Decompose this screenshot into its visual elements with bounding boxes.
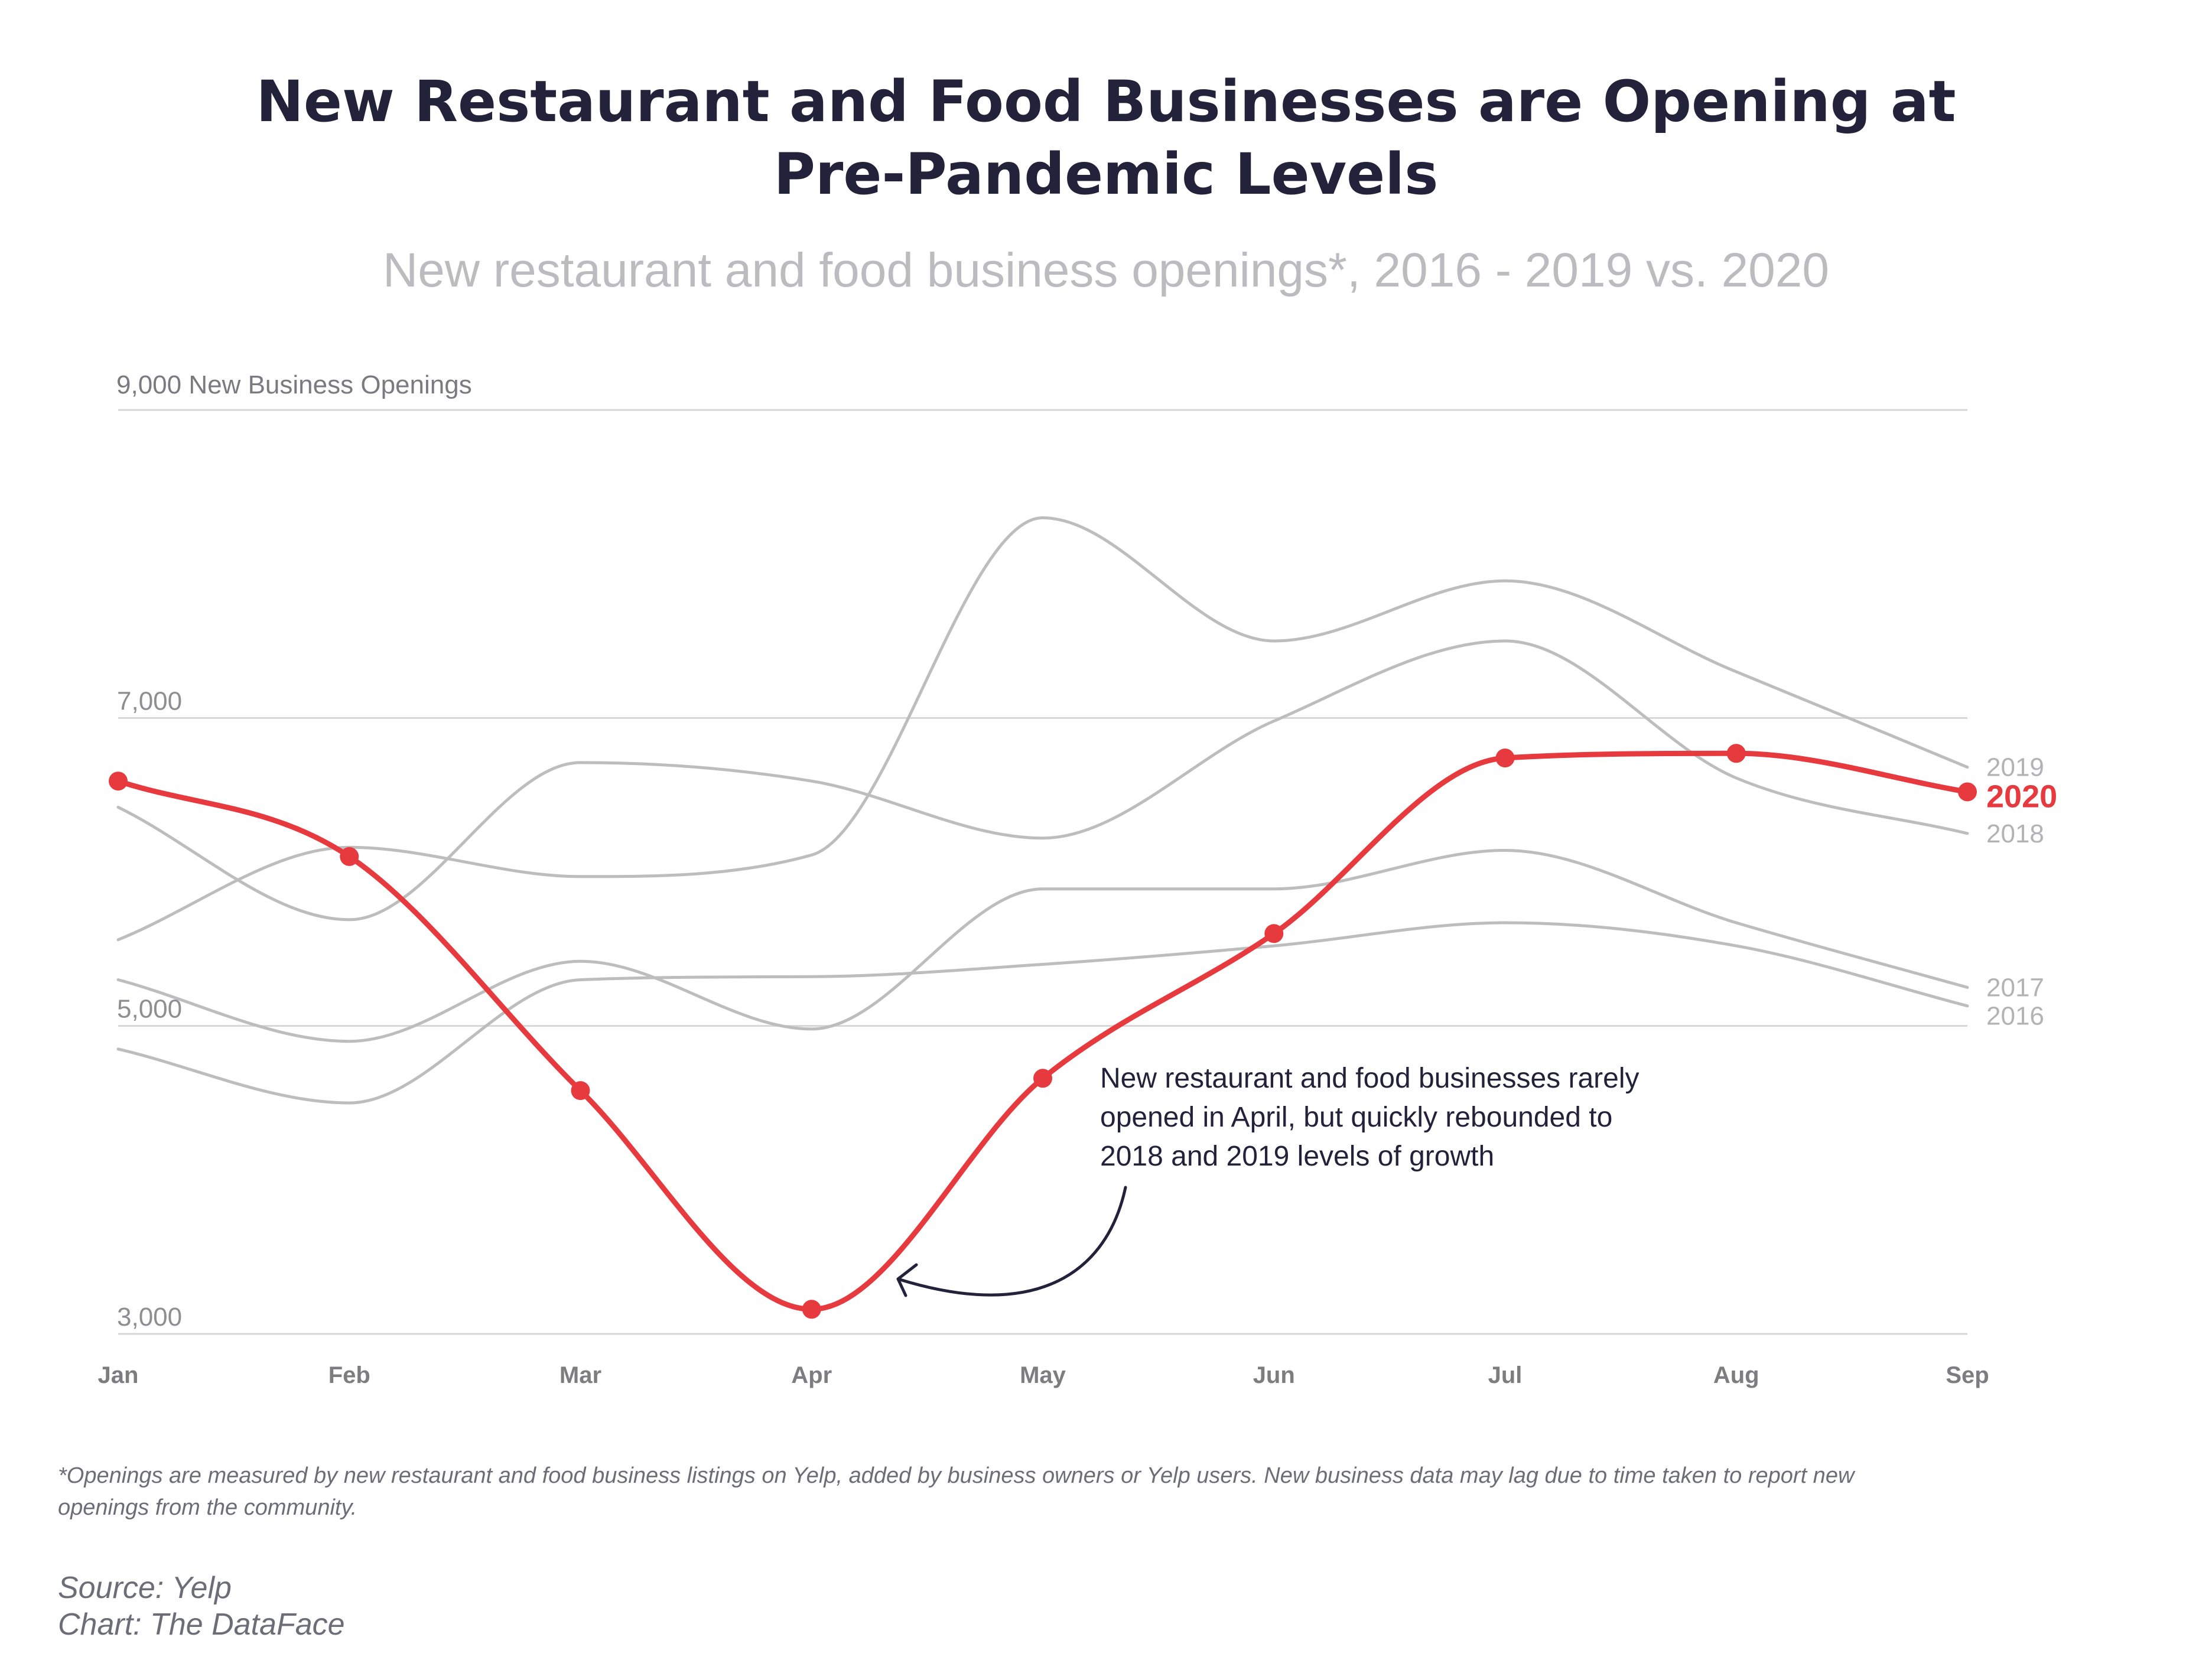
- annotation-line-1: New restaurant and food businesses rarel…: [1100, 1063, 1640, 1094]
- point-2020-mar: [571, 1081, 590, 1101]
- y-tick-label: 7,000: [117, 686, 182, 715]
- annotation-arrow-head: [896, 1263, 918, 1297]
- y-tick-label: 5,000: [117, 995, 182, 1024]
- series-label-2018: 2018: [1986, 819, 2044, 848]
- x-tick-label: Jun: [1253, 1362, 1295, 1388]
- source-line: Source: Yelp: [58, 1571, 232, 1605]
- x-tick-label: Aug: [1713, 1362, 1759, 1388]
- point-2020-aug: [1726, 744, 1746, 763]
- annotation-line-3: 2018 and 2019 levels of growth: [1100, 1141, 1494, 1172]
- series-line-2020: [115, 750, 1970, 1312]
- chart-subtitle: New restaurant and food business opening…: [383, 243, 1829, 297]
- x-tick-label: Feb: [328, 1362, 370, 1388]
- credit-line: Chart: The DataFace: [58, 1607, 345, 1642]
- series-label-2016: 2016: [1986, 1002, 2044, 1031]
- point-2020-jun: [1264, 924, 1284, 943]
- x-tick-label: May: [1020, 1362, 1066, 1388]
- x-tick-label: Apr: [791, 1362, 832, 1388]
- x-tick-label: Mar: [559, 1362, 601, 1388]
- grid-layer: 3,000 5,000 7,000: [117, 409, 1967, 1335]
- chart-annotation: New restaurant and food businesses rarel…: [896, 1063, 1640, 1297]
- x-axis: Jan Feb Mar Apr May Jun Jul Aug Sep: [98, 1362, 1989, 1388]
- series-line-2019: [116, 516, 1969, 942]
- series-line-2017: [116, 849, 1969, 1043]
- series-label-2017: 2017: [1986, 974, 2044, 1003]
- x-tick-label: Sep: [1946, 1362, 1989, 1388]
- chart-title-line-1: New Restaurant and Food Businesses are O…: [256, 69, 1956, 135]
- point-2020-jan: [109, 772, 128, 791]
- point-2020-sep: [1958, 782, 1977, 802]
- chart-title-line-2: Pre-Pandemic Levels: [774, 141, 1439, 207]
- point-2020-feb: [340, 847, 359, 866]
- series-layer: [109, 516, 1977, 1319]
- x-tick-label: Jul: [1488, 1362, 1523, 1388]
- series-label-2020: 2020: [1986, 779, 2057, 815]
- series-line-2016: [116, 921, 1969, 1105]
- point-2020-may: [1033, 1069, 1052, 1088]
- point-2020-apr: [802, 1300, 821, 1319]
- y-tick-label: 3,000: [117, 1303, 182, 1332]
- series-line-2018: [116, 639, 1969, 922]
- y-axis-unit-label: 9,000 New Business Openings: [116, 370, 472, 399]
- series-label-2019: 2019: [1986, 753, 2044, 782]
- x-tick-label: Jan: [98, 1362, 139, 1388]
- annotation-arrow: [896, 1186, 1127, 1297]
- footnote-line-1: *Openings are measured by new restaurant…: [58, 1463, 1856, 1488]
- footnote-line-2: openings from the community.: [58, 1495, 357, 1520]
- annotation-line-2: opened in April, but quickly rebounded t…: [1100, 1102, 1612, 1133]
- point-2020-jul: [1495, 748, 1515, 768]
